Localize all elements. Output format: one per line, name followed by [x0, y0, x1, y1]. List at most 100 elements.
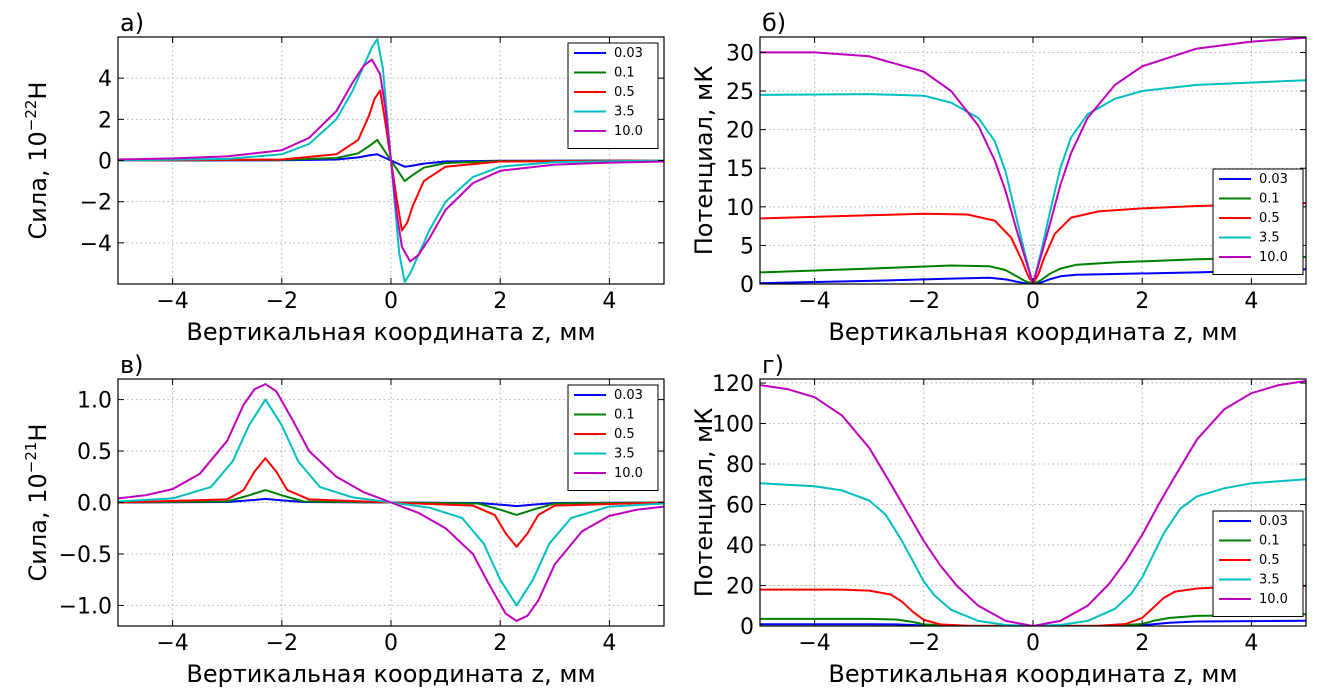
y-tick-label: 0.5 [77, 440, 112, 465]
y-axis-label-prefix: Сила, [24, 504, 52, 582]
series-line-3-5 [760, 79, 1306, 284]
series-line-0-03 [760, 619, 1306, 626]
x-axis-label: Вертикальная координата z, мм [828, 660, 1237, 688]
legend-box [1212, 510, 1304, 617]
y-axis-label-unit: Н [24, 424, 52, 442]
legend-entry: 10.0 [1259, 592, 1288, 607]
legend-entry: 3.5 [1259, 573, 1280, 588]
series-line-10-0 [118, 383, 664, 622]
y-tick-label: 5 [740, 234, 754, 259]
x-tick-label: −2 [908, 631, 940, 656]
panel-label: б) [762, 9, 786, 37]
y-tick-label: 0 [740, 273, 754, 298]
legend-entry: 0.03 [1259, 514, 1288, 529]
y-tick-label: 1.0 [77, 389, 112, 414]
y-tick-label: 60 [726, 494, 754, 519]
series-group [760, 37, 1306, 284]
series-line-3-5 [760, 478, 1306, 626]
legend-entry: 0.03 [1259, 172, 1288, 187]
y-tick-label: 0 [740, 615, 754, 640]
x-axis-label: Вертикальная координата z, мм [186, 660, 595, 688]
chart-panel-c: −4 −2 0 2 4 −1.0 −0.5 0.0 0.5 1.0 в) Вертикальная к… [22, 351, 665, 688]
x-tick-label: 4 [602, 631, 616, 656]
series-group [760, 380, 1306, 626]
legend-entry: 0.5 [614, 427, 635, 442]
panel-label: в) [120, 351, 144, 379]
x-axis-label: Вертикальная координата z, мм [828, 318, 1237, 346]
y-axis-label-exponent: −21 [22, 442, 40, 474]
x-tick-label: −2 [266, 631, 298, 656]
y-tick-label: 100 [712, 413, 754, 438]
legend-entry: 0.1 [614, 408, 635, 423]
series-line-0-1 [760, 613, 1306, 626]
legend-entry: 10.0 [614, 466, 643, 481]
chart-panel-a: −4 −2 0 2 4 −4 −2 0 2 4 а) Вертикальная координата … [22, 9, 665, 346]
legend-box [1212, 168, 1304, 275]
legend-box [567, 42, 659, 149]
legend-entry: 0.1 [614, 66, 635, 81]
y-tick-label: 20 [726, 575, 754, 600]
series-group [118, 383, 664, 622]
series-line-10-0 [760, 37, 1306, 284]
y-tick-label: −2 [80, 191, 112, 216]
legend: 0.03 0.1 0.5 3.5 10.0 [567, 384, 659, 491]
panel-label: а) [120, 9, 144, 37]
y-tick-label: 10 [726, 196, 754, 221]
y-tick-label: 0 [98, 150, 112, 175]
x-axis-label: Вертикальная координата z, мм [186, 318, 595, 346]
series-line-0-03 [760, 268, 1306, 284]
y-axis-label-base: 10 [24, 131, 52, 162]
y-axis-label-base: 10 [24, 473, 52, 504]
series-line-10-0 [760, 380, 1306, 626]
legend: 0.03 0.1 0.5 3.5 10.0 [567, 42, 659, 149]
x-tick-label: 0 [384, 289, 398, 314]
y-tick-label: 15 [726, 157, 754, 182]
y-axis-label-prefix: Сила, [24, 162, 52, 240]
x-tick-label: −2 [266, 289, 298, 314]
legend-entry: 10.0 [1259, 250, 1288, 265]
series-line-10-0 [118, 58, 664, 263]
y-tick-label: 0.0 [77, 492, 112, 517]
chart-panel-b: −4 −2 0 2 4 0 5 10 15 20 25 30 б) Вертикальная коорди… [690, 9, 1307, 346]
y-tick-label: 2 [98, 108, 112, 133]
y-axis-label-unit: Н [24, 82, 52, 100]
legend-box [567, 384, 659, 491]
y-tick-label: 25 [726, 80, 754, 105]
x-tick-label: 4 [1244, 631, 1258, 656]
y-tick-label: 4 [98, 67, 112, 92]
y-tick-label: −0.5 [59, 543, 112, 568]
y-tick-label: 40 [726, 534, 754, 559]
legend: 0.03 0.1 0.5 3.5 10.0 [1212, 510, 1304, 617]
x-tick-label: −4 [798, 289, 830, 314]
x-tick-label: 2 [1135, 631, 1149, 656]
y-tick-label: 30 [726, 41, 754, 66]
y-tick-label: 80 [726, 453, 754, 478]
legend-entry: 3.5 [1259, 231, 1280, 246]
x-tick-label: 2 [1135, 289, 1149, 314]
legend-entry: 3.5 [614, 447, 635, 462]
y-axis-label-exponent: −22 [22, 100, 40, 132]
x-tick-label: 0 [384, 631, 398, 656]
x-tick-label: 4 [602, 289, 616, 314]
legend-entry: 0.03 [614, 388, 643, 403]
legend: 0.03 0.1 0.5 3.5 10.0 [1212, 168, 1304, 275]
x-tick-label: −4 [156, 631, 188, 656]
legend-entry: 0.1 [1259, 534, 1280, 549]
y-tick-label: −1.0 [59, 594, 112, 619]
x-tick-label: −4 [156, 289, 188, 314]
panel-label: г) [762, 351, 784, 379]
series-line-0-5 [760, 202, 1306, 284]
x-tick-label: −2 [908, 289, 940, 314]
y-tick-label: 20 [726, 119, 754, 144]
series-line-0-1 [760, 256, 1306, 284]
legend-entry: 0.03 [614, 46, 643, 61]
y-tick-label: −4 [80, 232, 112, 257]
y-tick-label: 120 [712, 372, 754, 397]
legend-entry: 0.1 [1259, 192, 1280, 207]
legend-entry: 3.5 [614, 105, 635, 120]
y-axis-label: Потенциал, мК [690, 408, 718, 598]
y-axis-label: Сила, 10−22Н [22, 82, 52, 240]
x-tick-label: 0 [1026, 289, 1040, 314]
x-tick-label: 0 [1026, 631, 1040, 656]
